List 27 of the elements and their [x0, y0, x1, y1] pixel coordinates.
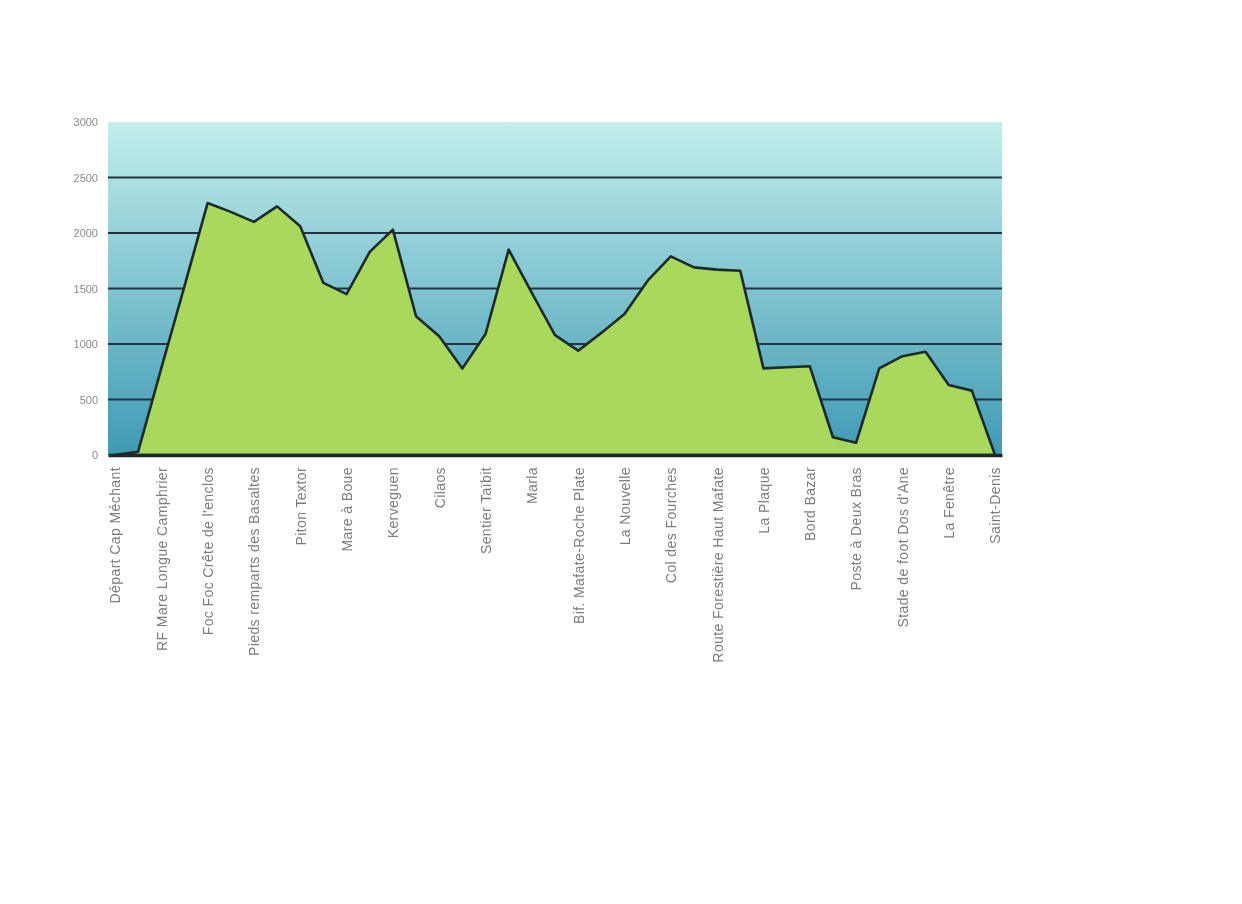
x-tick-label: RF Mare Longue Camphrier [153, 467, 170, 651]
x-tick-label: Mare à Boue [338, 467, 355, 552]
x-tick-label: Foc Foc Crête de l'enclos [199, 467, 216, 636]
x-tick-label: Piton Textor [292, 467, 309, 546]
x-tick-label: Stade de foot Dos d'Ane [894, 467, 911, 628]
y-tick-label: 0 [91, 449, 98, 462]
x-tick-label: La Nouvelle [616, 467, 633, 546]
x-tick-label: Bord Bazar [802, 467, 819, 542]
y-tick-label: 2000 [73, 227, 98, 240]
x-tick-label: Saint-Denis [987, 467, 1004, 544]
x-tick-label: Sentier Taïbit [477, 467, 494, 555]
x-tick-label: La Plaque [755, 467, 772, 534]
y-tick-label: 3000 [73, 116, 98, 129]
y-tick-label: 500 [79, 393, 98, 406]
y-tick-label: 1500 [73, 282, 98, 295]
x-tick-label: Pieds remparts des Basaltes [246, 467, 263, 656]
x-tick-label: Bif. Mafate-Roche Plate [570, 467, 587, 625]
x-tick-label: Route Forestière Haut Mafate [709, 467, 726, 663]
x-tick-label: La Fenêtre [941, 467, 958, 539]
y-tick-label: 1000 [73, 338, 98, 351]
y-tick-label: 2500 [73, 171, 98, 184]
x-tick-label: Col des Fourches [663, 467, 680, 584]
x-tick-label: Marla [524, 467, 541, 505]
x-tick-label: Départ Cap Méchant [107, 467, 124, 604]
x-tick-label: Poste à Deux Bras [848, 467, 865, 591]
x-tick-label: Cilaos [431, 467, 448, 509]
x-tick-label: Kerveguen [385, 467, 402, 539]
